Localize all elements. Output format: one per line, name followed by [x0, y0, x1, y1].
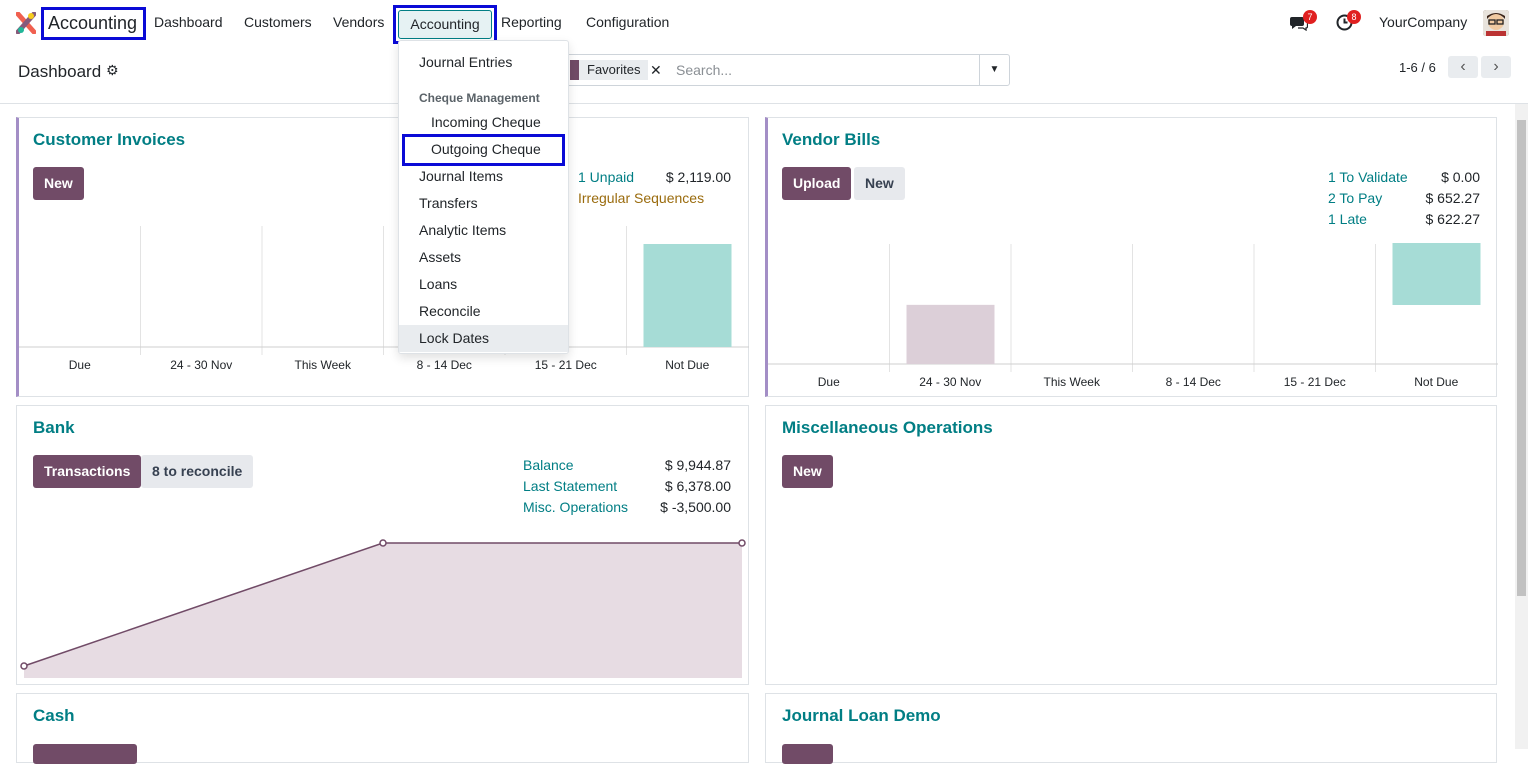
chart-bar	[906, 304, 995, 364]
to-pay-value: $ 652.27	[1425, 190, 1481, 206]
to-validate-value: $ 0.00	[1441, 169, 1480, 185]
remove-facet-icon[interactable]: ✕	[650, 62, 662, 78]
menu-item-assets[interactable]: Assets	[419, 249, 462, 265]
balance-link[interactable]: Balance	[523, 457, 574, 473]
chart-tick-label: 15 - 21 Dec	[1284, 375, 1346, 389]
card-title[interactable]: Customer Invoices	[33, 130, 186, 149]
new-bill-button[interactable]: New	[854, 167, 905, 200]
card-title[interactable]: Journal Loan Demo	[782, 706, 941, 725]
card-title[interactable]: Vendor Bills	[782, 130, 881, 149]
chart-tick-label: 8 - 14 Dec	[417, 358, 472, 372]
chart-tick-label: This Week	[1044, 375, 1101, 389]
chart-point	[738, 539, 746, 547]
customer-invoices-card: Customer Invoices New 1 Unpaid $ 2,119.0…	[16, 117, 749, 397]
menu-configuration[interactable]: Configuration	[586, 14, 670, 30]
chart-bar	[1392, 243, 1481, 305]
top-navbar: Accounting Dashboard Customers Vendors A…	[0, 0, 1528, 46]
menu-item-outgoing-cheque[interactable]: Outgoing Cheque	[431, 141, 541, 157]
journal-loan-button[interactable]	[782, 744, 833, 764]
app-logo-icon[interactable]	[16, 12, 36, 34]
cheque-management-header: Cheque Management	[419, 91, 540, 105]
card-title[interactable]: Cash	[33, 706, 75, 725]
scrollbar[interactable]	[1515, 104, 1528, 749]
company-switcher[interactable]: YourCompany	[1379, 14, 1468, 30]
menu-item-lock-dates[interactable]: Lock Dates	[399, 325, 568, 352]
irregular-sequences-link[interactable]: Irregular Sequences	[578, 190, 705, 206]
facet-tag-icon	[570, 60, 579, 80]
chart-tick-label: Not Due	[665, 358, 709, 372]
customer-invoices-chart[interactable]: Due 24 - 30 Nov This Week 8 - 14 Dec 15 - 21…	[19, 218, 749, 378]
unpaid-link[interactable]: 1 Unpaid	[578, 169, 635, 185]
accounting-dropdown-menu: Journal Entries Cheque Management Incomi…	[398, 40, 569, 354]
pager-next-icon[interactable]: ›	[1481, 56, 1511, 78]
favorites-facet: Favorites	[579, 60, 649, 80]
vendor-bills-chart[interactable]: Due 24 - 30 Nov This Week 8 - 14 Dec 15 - 21…	[768, 239, 1498, 399]
chart-area	[24, 543, 742, 678]
late-link[interactable]: 1 Late	[1328, 211, 1367, 227]
to-pay-link[interactable]: 2 To Pay	[1328, 190, 1383, 206]
chart-tick-label: 15 - 21 Dec	[535, 358, 597, 372]
menu-dashboard[interactable]: Dashboard	[154, 14, 223, 30]
journal-loan-demo-card: Journal Loan Demo	[765, 693, 1497, 764]
search-toggle-icon[interactable]: ▼	[979, 55, 1009, 85]
chart-tick-label: 8 - 14 Dec	[1166, 375, 1221, 389]
last-statement-link[interactable]: Last Statement	[523, 478, 618, 494]
bank-card: Bank Transactions 8 to reconcile Balance…	[16, 405, 749, 685]
chart-bar	[643, 244, 732, 347]
chart-tick-label: Due	[818, 375, 840, 389]
chart-tick-label: 24 - 30 Nov	[919, 375, 981, 389]
user-avatar[interactable]	[1483, 10, 1509, 36]
page-title: Dashboard	[18, 62, 102, 81]
upload-button[interactable]: Upload	[782, 167, 852, 200]
control-panel: Dashboard ⚙ Favorites ✕ Search... ▼ 1-6 …	[0, 46, 1528, 104]
pager-value[interactable]: 1-6 / 6	[1399, 60, 1436, 75]
app-name[interactable]: Accounting	[41, 7, 146, 40]
outgoing-cheque-highlight	[402, 134, 565, 166]
messages-badge: 7	[1303, 10, 1317, 24]
chart-tick-label: Not Due	[1414, 375, 1458, 389]
card-title[interactable]: Bank	[33, 418, 75, 437]
menu-customers[interactable]: Customers	[244, 14, 312, 30]
menu-item-analytic-items[interactable]: Analytic Items	[419, 222, 507, 238]
to-validate-link[interactable]: 1 To Validate	[1328, 169, 1408, 185]
new-invoice-button[interactable]: New	[33, 167, 84, 200]
chart-point	[20, 662, 28, 670]
chart-tick-label: 24 - 30 Nov	[170, 358, 232, 372]
menu-item-loans[interactable]: Loans	[419, 276, 458, 292]
misc-operations-card: Miscellaneous Operations New	[765, 405, 1497, 685]
menu-item-reconcile[interactable]: Reconcile	[419, 303, 481, 319]
late-value: $ 622.27	[1425, 211, 1481, 227]
chart-tick-label: Due	[69, 358, 91, 372]
new-misc-button[interactable]: New	[782, 455, 833, 488]
bank-balance-chart[interactable]	[17, 534, 748, 684]
unpaid-value: $ 2,119.00	[665, 169, 731, 185]
menu-item-journal-items[interactable]: Journal Items	[419, 168, 504, 184]
chart-tick-label: This Week	[295, 358, 352, 372]
scrollbar-thumb[interactable]	[1517, 120, 1526, 596]
menu-item-journal-entries[interactable]: Journal Entries	[419, 54, 513, 70]
vendor-bills-card: Vendor Bills Upload New 1 To Validate $ …	[765, 117, 1498, 399]
to-reconcile-button[interactable]: 8 to reconcile	[141, 455, 254, 488]
misc-operations-value: $ -3,500.00	[660, 499, 731, 515]
chart-point	[379, 539, 387, 547]
last-statement-value: $ 6,378.00	[664, 478, 731, 494]
misc-operations-link[interactable]: Misc. Operations	[523, 499, 629, 515]
gear-icon[interactable]: ⚙	[106, 62, 119, 78]
search-input[interactable]: Search...	[676, 62, 733, 78]
search-bar[interactable]: Favorites ✕ Search... ▼	[558, 54, 1010, 86]
cash-card: Cash	[16, 693, 749, 764]
menu-reporting[interactable]: Reporting	[501, 14, 562, 30]
cash-button[interactable]	[33, 744, 137, 764]
menu-item-transfers[interactable]: Transfers	[419, 195, 478, 211]
balance-value: $ 9,944.87	[664, 457, 731, 473]
pager-previous-icon[interactable]: ‹	[1448, 56, 1478, 78]
menu-accounting-highlight: Accounting	[393, 5, 497, 44]
card-title[interactable]: Miscellaneous Operations	[782, 418, 993, 437]
menu-vendors[interactable]: Vendors	[333, 14, 385, 30]
menu-accounting[interactable]: Accounting	[398, 10, 492, 39]
menu-item-incoming-cheque[interactable]: Incoming Cheque	[431, 114, 541, 130]
activities-badge: 8	[1347, 10, 1361, 24]
transactions-button[interactable]: Transactions	[33, 455, 142, 488]
